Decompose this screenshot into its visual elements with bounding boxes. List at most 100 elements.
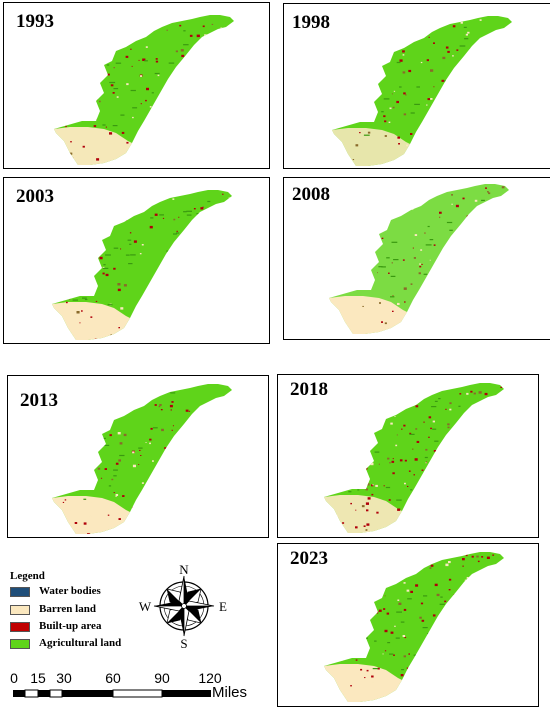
map-patch bbox=[98, 432, 102, 435]
map-patch bbox=[343, 270, 346, 273]
map-patch bbox=[66, 456, 69, 459]
map-patch bbox=[347, 266, 350, 268]
map-patch bbox=[413, 474, 415, 476]
map-patch bbox=[410, 385, 412, 387]
map-patch bbox=[87, 113, 92, 115]
map-patch bbox=[478, 253, 482, 256]
map-patch bbox=[193, 208, 196, 210]
map-patch bbox=[476, 585, 478, 587]
map-region bbox=[329, 184, 509, 334]
map-patch bbox=[424, 562, 429, 564]
map-patch bbox=[129, 193, 131, 195]
compass-north-label: N bbox=[179, 562, 189, 577]
map-patch bbox=[456, 472, 459, 476]
map-patch bbox=[91, 392, 95, 395]
map-patch bbox=[189, 73, 192, 75]
map-patch bbox=[85, 20, 87, 21]
map-patch bbox=[432, 420, 435, 423]
map-patch bbox=[96, 17, 99, 19]
map-patch bbox=[366, 509, 369, 512]
map-patch bbox=[390, 28, 395, 31]
map-patch bbox=[456, 459, 462, 461]
map-patch bbox=[344, 73, 347, 75]
map-patch bbox=[133, 338, 135, 340]
map-patch bbox=[451, 86, 454, 89]
map-patch bbox=[145, 46, 148, 48]
map-patch bbox=[183, 30, 186, 32]
map-patch bbox=[397, 599, 400, 601]
map-patch bbox=[490, 498, 492, 500]
map-patch bbox=[433, 625, 437, 629]
map-patch bbox=[381, 266, 386, 268]
map-patch bbox=[196, 74, 198, 76]
map-patch bbox=[372, 484, 374, 486]
map-patch bbox=[473, 417, 476, 419]
map-patch bbox=[472, 654, 475, 656]
map-patch bbox=[398, 190, 401, 193]
map-patch bbox=[118, 327, 120, 329]
map-patch bbox=[469, 587, 472, 589]
map-patch bbox=[404, 482, 406, 485]
map-patch bbox=[347, 578, 354, 580]
map-patch bbox=[400, 621, 405, 623]
map-patch bbox=[106, 404, 109, 407]
map-region bbox=[54, 15, 234, 165]
map-patch bbox=[214, 33, 220, 35]
map-patch bbox=[472, 112, 475, 114]
map-patch bbox=[108, 391, 113, 393]
map-patch bbox=[113, 469, 118, 471]
map-patch bbox=[154, 286, 157, 288]
map-patch bbox=[396, 556, 400, 559]
map-patch bbox=[410, 112, 415, 114]
map-patch bbox=[230, 28, 234, 31]
map-patch bbox=[197, 61, 203, 63]
map-patch bbox=[154, 72, 160, 75]
map-patch bbox=[350, 283, 355, 285]
map-patch bbox=[338, 470, 342, 473]
map-patch bbox=[402, 50, 405, 53]
map-patch bbox=[372, 396, 379, 398]
map-patch bbox=[454, 453, 458, 457]
map-patch bbox=[144, 322, 148, 325]
map-patch bbox=[62, 501, 65, 503]
map-patch bbox=[485, 84, 487, 86]
map-patch bbox=[449, 229, 453, 231]
map-patch bbox=[122, 495, 125, 497]
map-patch bbox=[228, 197, 231, 199]
map-patch bbox=[365, 488, 368, 491]
map-patch bbox=[214, 427, 216, 429]
map-patch bbox=[186, 152, 190, 156]
map-patch bbox=[458, 106, 462, 109]
map-patch bbox=[495, 440, 497, 442]
map-patch bbox=[424, 456, 428, 459]
map-patch bbox=[344, 582, 348, 585]
map-patch bbox=[84, 32, 89, 34]
map-patch bbox=[170, 409, 172, 411]
map-patch bbox=[340, 309, 343, 311]
map-patch bbox=[473, 644, 475, 646]
map-patch bbox=[94, 54, 97, 56]
map-patch bbox=[352, 192, 355, 194]
map-patch bbox=[466, 249, 472, 251]
map-patch bbox=[503, 116, 505, 118]
map-patch bbox=[416, 440, 420, 443]
map-patch bbox=[192, 419, 194, 420]
map-patch bbox=[471, 555, 474, 558]
map-patch bbox=[355, 426, 359, 430]
map-patch bbox=[141, 244, 144, 246]
map-patch bbox=[433, 86, 435, 88]
map-patch bbox=[81, 310, 83, 312]
map-patch bbox=[426, 59, 429, 62]
map-patch bbox=[351, 32, 355, 35]
map-patch bbox=[189, 524, 190, 526]
map-patch bbox=[350, 685, 352, 687]
map-patch bbox=[107, 304, 113, 306]
scale-tick-30: 30 bbox=[56, 670, 72, 686]
map-patch bbox=[160, 195, 163, 197]
map-patch bbox=[476, 643, 478, 645]
map-patch bbox=[377, 272, 378, 274]
map-patch bbox=[79, 478, 83, 481]
map-patch bbox=[394, 416, 396, 417]
map-patch bbox=[388, 499, 391, 501]
map-patch bbox=[152, 319, 155, 321]
